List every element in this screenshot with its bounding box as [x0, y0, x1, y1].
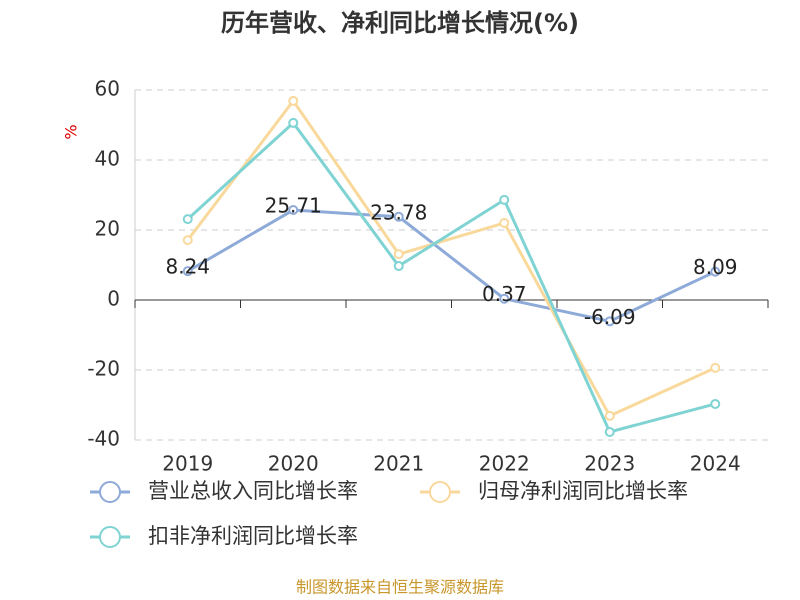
legend-marker [99, 526, 121, 548]
data-label: -6.09 [584, 305, 636, 329]
data-point [393, 261, 404, 272]
y-tick-label: 0 [107, 287, 120, 311]
source-note: 制图数据来自恒生聚源数据库 [296, 578, 504, 597]
data-point [288, 95, 299, 106]
x-tick-label: 2020 [268, 452, 319, 476]
data-point [499, 194, 510, 205]
series-line [186, 98, 716, 418]
data-point [499, 218, 510, 228]
data-point [182, 235, 193, 246]
data-label: 25.71 [265, 194, 322, 218]
data-point [604, 426, 615, 437]
y-tick-label: 60 [95, 77, 120, 101]
data-point [288, 117, 299, 128]
legend-marker [99, 481, 121, 503]
legend-label: 归母净利润同比增长率 [478, 479, 688, 503]
y-tick-label: 40 [95, 147, 120, 171]
data-point [182, 266, 193, 277]
data-label: 8.24 [165, 255, 210, 279]
data-point [710, 362, 721, 373]
series-line [186, 208, 716, 323]
data-point [710, 398, 721, 409]
data-label: 23.78 [370, 200, 427, 224]
y-axis-label: % [62, 124, 81, 139]
y-tick-label: -20 [87, 357, 120, 381]
data-point [499, 293, 510, 304]
data-point [604, 316, 615, 327]
data-point [288, 205, 299, 216]
data-label: 0.37 [482, 282, 527, 306]
x-tick-label: 2021 [373, 452, 424, 476]
y-tick-label: -40 [87, 427, 120, 451]
chart-title: 历年营收、净利同比增长情况(%) [221, 9, 579, 37]
data-label: 8.09 [693, 255, 738, 279]
data-point [710, 266, 721, 277]
x-tick-label: 2023 [584, 452, 635, 476]
data-point [393, 249, 404, 260]
data-point [182, 214, 193, 225]
x-tick-label: 2019 [162, 452, 213, 476]
x-tick-label: 2024 [690, 452, 741, 476]
y-tick-label: 20 [95, 217, 120, 241]
x-tick-label: 2022 [479, 452, 530, 476]
data-point [393, 211, 404, 222]
data-point [604, 410, 615, 421]
series-line [186, 120, 716, 434]
legend-marker [429, 481, 451, 503]
legend-label: 营业总收入同比增长率 [148, 479, 358, 503]
legend-label: 扣非净利润同比增长率 [148, 524, 358, 548]
